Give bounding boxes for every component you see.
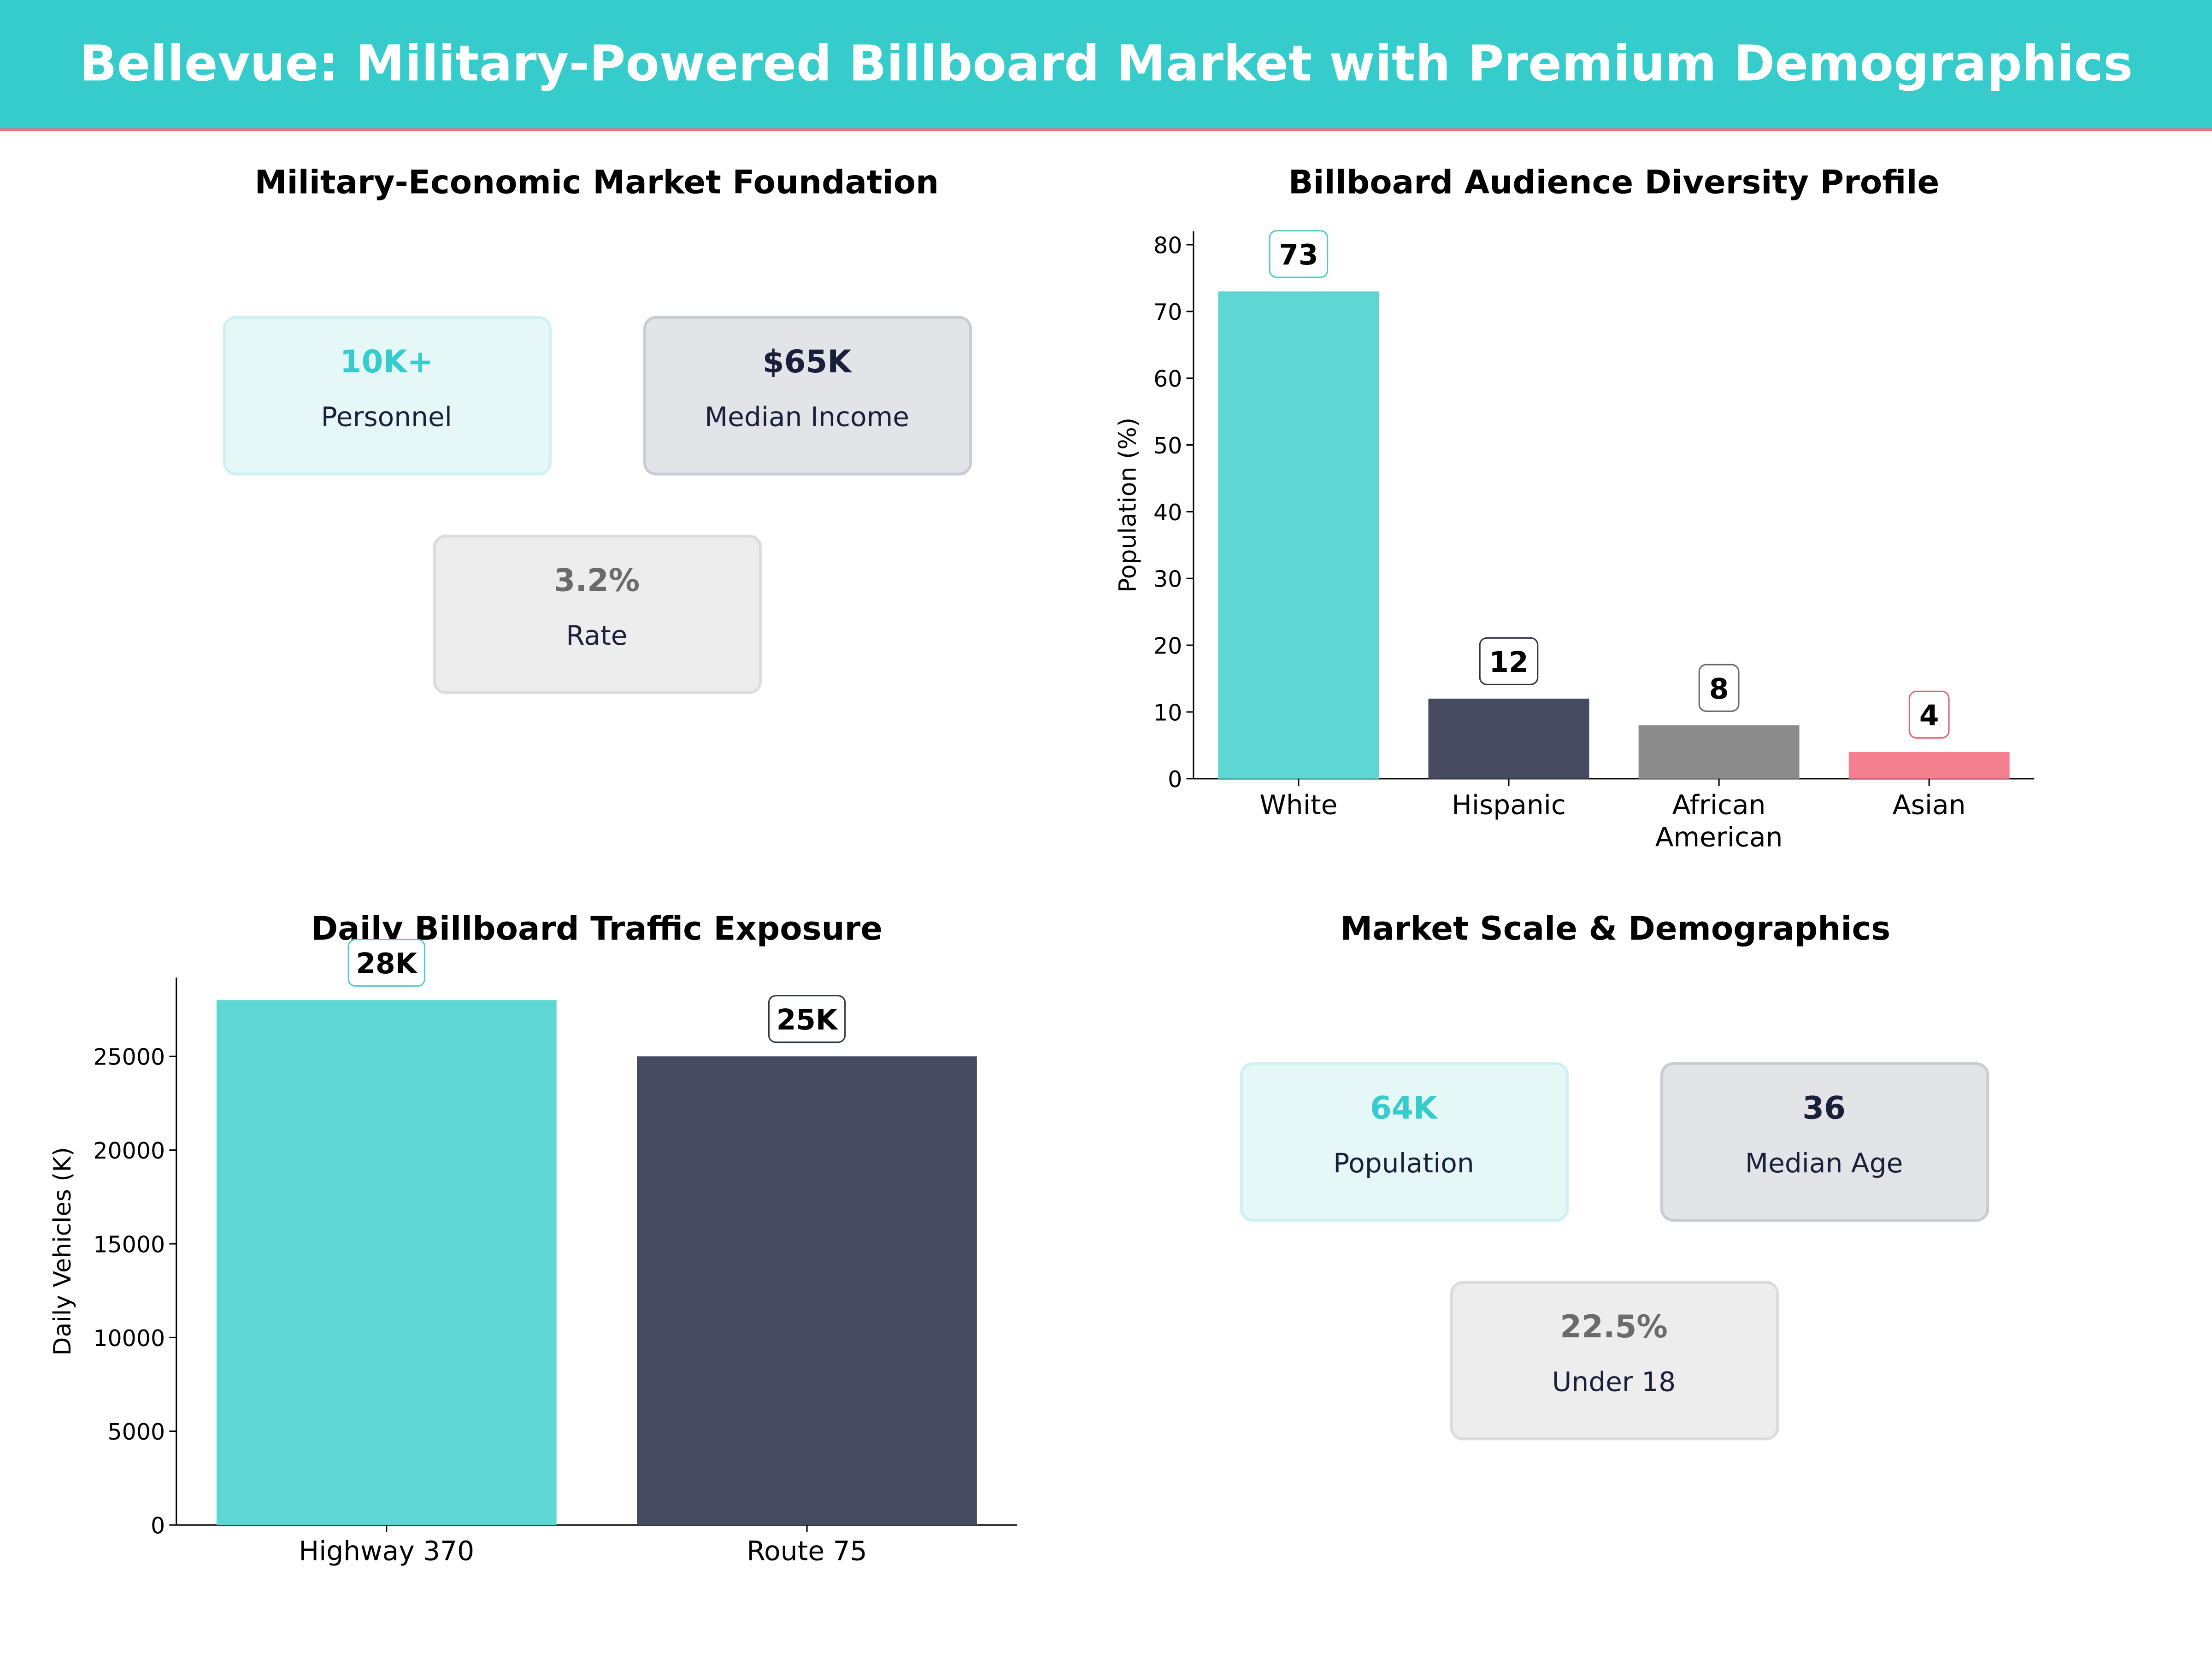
card-value: 10K+ [340,343,433,380]
card-value: 22.5% [1560,1308,1668,1345]
y-tick-label: 80 [1153,232,1182,259]
x-tick-label: Route 75 [747,1535,867,1567]
card-label: Rate [566,620,627,651]
data-label-box [1479,637,1539,685]
card-label: Median Income [705,401,909,432]
header-accent-line [0,128,2212,131]
y-axis-label: Population (%) [1114,418,1141,593]
card-label: Median Age [1745,1147,1903,1179]
data-label: 25K [777,1004,839,1036]
card-label: Population [1333,1147,1474,1179]
card-population: 64K Population [1240,1062,1569,1222]
y-tick-label: 40 [1153,500,1182,526]
y-tick-label: 15000 [93,1231,165,1258]
y-tick-label: 50 [1153,433,1182,459]
data-label-box [347,939,425,987]
card-personnel: 10K+ Personnel [223,316,552,476]
bar-african-american [1638,725,1800,779]
card-rate: 3.2% Rate [433,535,762,694]
x-tick-label: American [1655,822,1783,853]
panel-title: Market Scale & Demographics [1340,910,1890,947]
y-tick-label: 25000 [93,1044,165,1071]
diversity-chart: Billboard Audience Diversity Profile Popu… [1114,163,2035,853]
card-label: Under 18 [1552,1366,1676,1397]
page-title: Bellevue: Military-Powered Billboard Mar… [79,35,2133,92]
y-axis-label: Daily Vehicles (K) [49,1147,76,1356]
data-label-box [1908,690,1950,739]
panel-title: Military-Economic Market Foundation [255,163,939,201]
data-label-box [1698,664,1740,712]
x-tick-label: Hispanic [1452,789,1566,820]
y-tick-label: 70 [1153,299,1182,325]
y-tick-label: 30 [1153,566,1182,593]
data-label-box [1269,230,1329,278]
y-tick-label: 20000 [93,1138,165,1164]
y-tick-label: 10 [1153,700,1182,726]
card-value: 3.2% [554,562,640,599]
bar-white [1218,291,1379,779]
y-tick-label: 0 [151,1513,165,1539]
card-value: 36 [1802,1090,1846,1126]
x-tick-label: White [1259,789,1337,820]
y-tick-label: 60 [1153,366,1182,392]
bar-hispanic [1428,698,1589,779]
x-tick-label: Asian [1893,789,1966,820]
header-bar [0,0,2212,130]
panel-scale: Market Scale & Demographics 64K Populati… [1240,910,1989,1441]
data-label-box [768,995,846,1043]
y-tick-label: 5000 [108,1419,165,1445]
data-label: 28K [356,947,418,980]
y-tick-label: 20 [1153,633,1182,659]
chart-title: Billboard Audience Diversity Profile [1288,163,1939,201]
card-label: Personnel [321,401,452,432]
card-under-18: 22.5% Under 18 [1450,1281,1779,1441]
data-label: 12 [1489,646,1528,679]
card-value: 64K [1370,1090,1439,1126]
data-label: 4 [1919,700,1939,732]
y-tick-label: 0 [1168,766,1182,793]
card-value: $65K [763,343,853,380]
data-label: 73 [1279,239,1318,271]
bar-route-75 [637,1056,977,1525]
y-tick-label: 10000 [93,1325,165,1352]
panel-foundation: Military-Economic Market Foundation 10K+… [223,163,972,694]
bar-asian [1848,752,2010,779]
data-label: 8 [1709,673,1729,706]
bar-highway-370 [216,1000,557,1525]
x-tick-label: African [1672,789,1766,820]
x-tick-label: Highway 370 [299,1535,474,1567]
card-median-age: 36 Median Age [1660,1062,1989,1222]
card-median-income: $65K Median Income [643,316,972,476]
